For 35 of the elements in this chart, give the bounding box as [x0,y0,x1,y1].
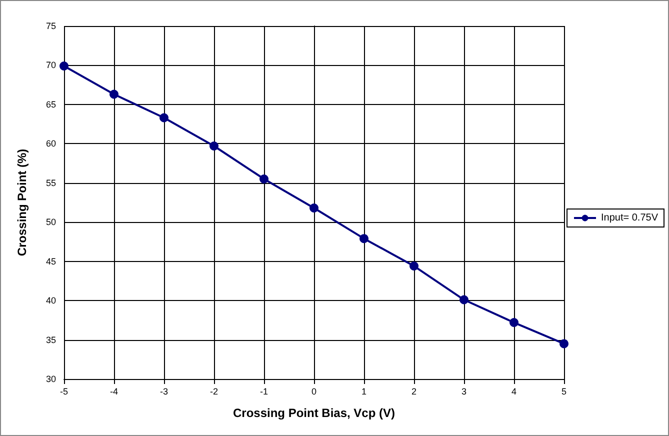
x-tick-label: 2 [411,386,417,396]
y-tick-label: 55 [46,178,56,188]
point [60,62,68,71]
x-tick-label: 3 [461,386,467,396]
y-tick-label: 30 [46,374,56,384]
x-tick-label: -1 [260,386,268,396]
x-axis-title: Crossing Point Bias, Vcp (V) [232,406,396,420]
point [210,142,218,151]
x-tick-label: -2 [210,386,218,396]
point [360,234,368,244]
x-tick-label: -3 [160,386,168,396]
y-tick-label: 65 [46,99,56,110]
point [460,295,468,304]
y-tick-label: 35 [46,334,56,345]
y-tick-label: 40 [46,296,56,306]
point [560,339,568,348]
point [310,203,318,212]
point [260,174,268,184]
point [110,90,118,99]
legend-label: Input= 0.75V [601,212,658,224]
y-tick-label: 70 [46,60,56,70]
x-tick-label: 4 [511,386,517,396]
y-tick-label: 45 [46,256,56,266]
x-tick-label: -4 [110,386,118,396]
y-tick-label: 75 [46,21,56,31]
point [410,262,418,271]
x-tick-label: -5 [60,386,68,396]
point [510,318,518,328]
y-axis-title: Crossing Point (%) [15,148,29,256]
x-tick-label: 1 [361,386,367,396]
x-tick-label: 5 [561,386,567,396]
y-tick-label: 50 [46,217,56,228]
y-tick-label: 60 [46,138,56,149]
point [160,113,168,122]
x-tick-label: 0 [311,386,317,396]
